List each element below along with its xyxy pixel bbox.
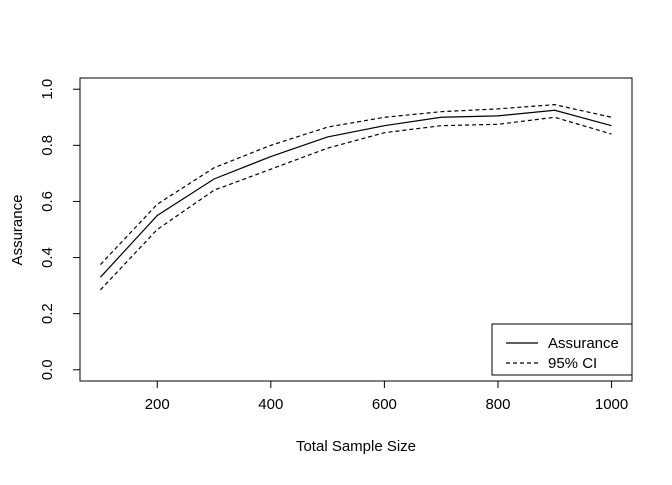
x-axis-title: Total Sample Size — [296, 438, 416, 455]
x-tick-label: 800 — [485, 396, 510, 413]
legend-label-assurance: Assurance — [548, 335, 619, 352]
legend: Assurance 95% CI — [491, 323, 633, 376]
x-tick-label: 400 — [258, 396, 283, 413]
x-tick-label: 200 — [145, 396, 170, 413]
legend-box — [491, 323, 633, 376]
x-axis-ticks: 200 400 600 800 1000 — [145, 381, 628, 413]
plot-frame — [79, 77, 633, 382]
y-tick-label: 0.8 — [39, 135, 56, 156]
series-line-dashed — [100, 116, 612, 291]
y-tick-label: 0.0 — [39, 359, 56, 380]
legend-label-95ci: 95% CI — [548, 355, 597, 372]
series-line-dashed — [100, 104, 612, 265]
chart-series — [100, 104, 612, 291]
series-line-solid — [100, 109, 612, 278]
x-tick-label: 600 — [372, 396, 397, 413]
x-tick-label: 1000 — [595, 396, 628, 413]
y-tick-label: 1.0 — [39, 79, 56, 100]
y-tick-label: 0.2 — [39, 303, 56, 324]
y-tick-label: 0.6 — [39, 191, 56, 212]
y-axis-title: Assurance — [9, 195, 26, 266]
y-axis-ticks: 0.0 0.2 0.4 0.6 0.8 1.0 — [39, 79, 80, 380]
y-tick-label: 0.4 — [39, 247, 56, 268]
